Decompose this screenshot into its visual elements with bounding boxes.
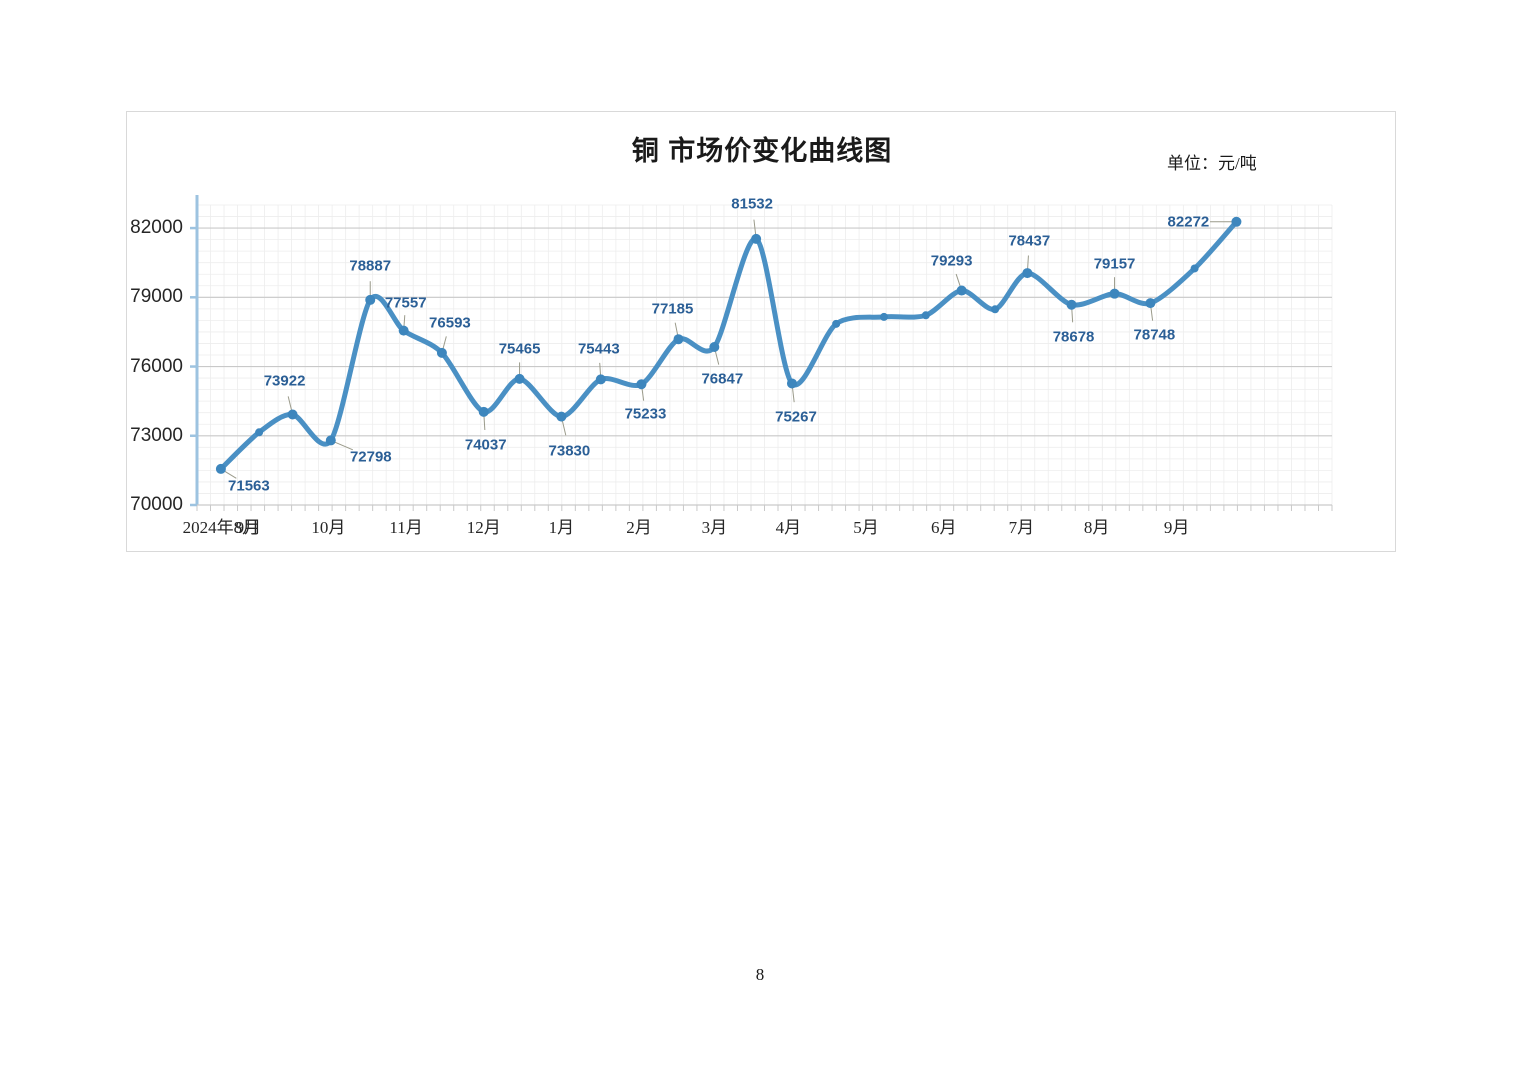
x-axis-tick-6: 2月 <box>626 518 652 537</box>
data-point-label-3: 72798 <box>349 448 392 466</box>
y-axis-tick-73000: 73000 <box>130 424 183 446</box>
data-point-label-0: 71563 <box>228 477 270 495</box>
data-point-label-26: 82272 <box>1167 213 1210 231</box>
chart-unit-label: 单位：元/吨 <box>1167 154 1257 173</box>
data-point-label-4: 78887 <box>349 257 392 275</box>
x-axis-tick-0: 2024年8月 <box>182 518 260 537</box>
data-point-label-21: 78437 <box>1008 232 1051 250</box>
x-axis-tick-11: 7月 <box>1008 518 1035 537</box>
page-number: 8 <box>755 965 765 984</box>
plot-area: 70000 73000 76000 79000 82000 2024年8月 9月 10月 11… <box>130 195 1333 537</box>
data-point-label-22: 78678 <box>1052 328 1095 346</box>
data-point-label-15: 75267 <box>775 408 817 426</box>
x-axis-tick-4: 12月 <box>466 518 501 537</box>
x-axis-tick-9: 5月 <box>853 518 879 537</box>
chart-gridlines <box>190 195 1333 511</box>
data-point-label-14: 81532 <box>731 195 773 213</box>
data-point-label-6: 76593 <box>429 314 471 332</box>
y-axis-tick-79000: 79000 <box>130 286 183 308</box>
x-axis-tick-3: 11月 <box>389 518 423 537</box>
x-axis-tick-8: 4月 <box>775 518 802 537</box>
chart-title: 铜 市场价变化曲线图 <box>631 136 893 166</box>
x-axis-tick-10: 6月 <box>930 518 957 537</box>
chart-card: 铜 市场价变化曲线图 单位：元/吨 70000 73000 76000 79000 82… <box>126 111 1396 552</box>
x-axis-tick-12: 8月 <box>1083 518 1110 537</box>
y-axis-tick-76000: 76000 <box>130 355 183 377</box>
data-point-label-10: 75443 <box>577 340 620 358</box>
data-point-label-7: 74037 <box>464 436 507 454</box>
x-axis-tick-13: 9月 <box>1163 518 1190 537</box>
data-point-label-9: 73830 <box>548 442 591 460</box>
data-point-label-2: 73922 <box>263 372 306 390</box>
x-axis-tick-7: 3月 <box>701 518 728 537</box>
data-point-label-11: 75233 <box>624 405 667 423</box>
data-point-label-8: 75465 <box>498 340 541 358</box>
data-point-label-13: 76847 <box>701 370 744 388</box>
data-point-label-24: 78748 <box>1133 326 1176 344</box>
x-axis-tick-1: 9月 <box>235 518 262 537</box>
data-point-label-5: 77557 <box>384 294 427 312</box>
x-axis-tick-2: 10月 <box>311 518 346 537</box>
data-point-label-23: 79157 <box>1093 255 1136 273</box>
x-axis-tick-5: 1月 <box>548 518 575 537</box>
y-axis-tick-70000: 70000 <box>130 494 183 515</box>
data-point-label-19: 79293 <box>930 252 973 270</box>
chart-series-line <box>215 216 1242 479</box>
y-axis-tick-82000: 82000 <box>130 217 183 239</box>
data-point-label-12: 77185 <box>651 300 694 318</box>
